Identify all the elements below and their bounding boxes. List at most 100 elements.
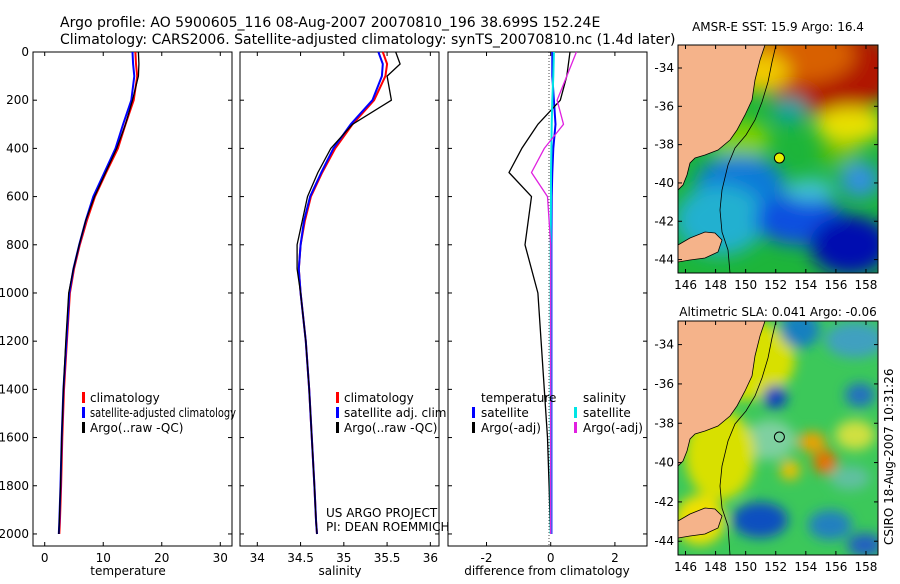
y-tick-label: 800: [6, 238, 29, 252]
legend-label-satellite: satellite-adjusted climatology: [90, 406, 236, 420]
y-tick-label: -38: [654, 416, 674, 430]
x-tick-label: 158: [855, 278, 878, 292]
legend-swatch-climatology: [82, 392, 85, 403]
x-tick-label: -2: [481, 551, 493, 565]
sst-float-marker: [773, 152, 785, 164]
sla-tasmania-mask: [678, 507, 723, 539]
difference-series: [508, 51, 578, 535]
y-tick-label: 1400: [0, 382, 29, 396]
y-tick-label: 1000: [0, 286, 29, 300]
x-tick-label: 2: [611, 551, 619, 565]
difference-xlabel: difference from climatology: [464, 564, 630, 578]
salinity-y-ticks: [240, 51, 439, 535]
x-tick-label: 10: [96, 551, 111, 565]
sst-map-panel: AMSR-E SST: 15.9 Argo: 16.4: [654, 20, 879, 292]
x-tick-label: 148: [704, 278, 727, 292]
legend-swatch-satellite: [82, 407, 85, 418]
x-tick-label: 156: [824, 278, 847, 292]
project-label: US ARGO PROJECT: [326, 506, 438, 520]
salinity-panel: 34 34.5 35 35.5 36 salinity climatology sate…: [239, 51, 450, 578]
difference-axes-frame: [447, 51, 648, 547]
difference-panel: -2 0 2 difference from climatology tempera…: [447, 51, 648, 578]
y-tick-label: -42: [654, 495, 674, 509]
legend-swatch-sal-argo: [574, 422, 577, 433]
sla-map-panel: Altimetric SLA: 0.041 Argo: -0.06: [654, 305, 879, 574]
y-tick-label: -38: [654, 138, 674, 152]
x-tick-label: 146: [674, 278, 697, 292]
x-tick-label: 34.5: [287, 551, 314, 565]
x-tick-label: 158: [855, 560, 878, 574]
pi-label: PI: DEAN ROEMMICH: [326, 520, 449, 534]
temperature-x-ticks: 0 10 20 30: [41, 52, 228, 565]
x-tick-label: 0: [547, 551, 555, 565]
y-tick-label: -40: [654, 176, 674, 190]
x-tick-label: 20: [154, 551, 169, 565]
legend-label-argo: Argo(..raw -QC): [90, 421, 183, 435]
legend-label-sal-satellite: satellite: [583, 406, 631, 420]
salinity-x-ticks: 34 34.5 35 35.5 36: [250, 52, 438, 565]
difference-x-ticks: -2 0 2: [481, 52, 619, 565]
y-tick-label: -34: [654, 338, 674, 352]
x-tick-label: 152: [764, 560, 787, 574]
y-tick-label: 2000: [0, 527, 29, 541]
y-tick-label: 200: [6, 93, 29, 107]
y-tick-label: -40: [654, 456, 674, 470]
sst-depth-contour: [719, 45, 777, 273]
x-tick-label: 35.5: [374, 551, 401, 565]
sst-field: [678, 45, 878, 273]
sst-map-y-ticks: -34 -36 -38 -40 -42 -44: [654, 61, 878, 267]
sst-map-title: AMSR-E SST: 15.9 Argo: 16.4: [692, 20, 864, 34]
y-tick-label: 1600: [0, 431, 29, 445]
legend-swatch-argo: [336, 422, 339, 433]
x-tick-label: 152: [764, 278, 787, 292]
y-tick-label: -34: [654, 61, 674, 75]
sst-land-mask: [678, 45, 766, 191]
temperature-y-ticks: 0 200 400 600 800 1000 1200 1400 1600 1800 2000: [0, 45, 232, 541]
x-tick-label: 148: [704, 560, 727, 574]
legend-label-sal-argo: Argo(-adj): [583, 421, 643, 435]
x-tick-label: 146: [674, 560, 697, 574]
y-tick-label: -36: [654, 99, 674, 113]
legend-swatch-sal-satellite: [574, 407, 577, 418]
x-tick-label: 34: [250, 551, 265, 565]
y-tick-label: 400: [6, 141, 29, 155]
sla-field: [678, 321, 878, 555]
temperature-xlabel: temperature: [90, 564, 165, 578]
header-line-2: Climatology: CARS2006. Satellite-adjuste…: [60, 32, 675, 48]
legend-title-temperature: temperature: [481, 391, 556, 405]
legend-label-climatology: climatology: [90, 391, 160, 405]
x-tick-label: 30: [213, 551, 228, 565]
legend-swatch-temp-argo: [472, 422, 475, 433]
salinity-legend: climatology satellite adj. clim. Argo(..…: [336, 391, 450, 435]
x-tick-label: 154: [794, 278, 817, 292]
sla-depth-contour: [719, 321, 777, 555]
legend-label-temp-satellite: satellite: [481, 406, 529, 420]
x-tick-label: 150: [734, 278, 757, 292]
legend-label-argo: Argo(..raw -QC): [344, 421, 437, 435]
x-tick-label: 36: [423, 551, 438, 565]
legend-label-temp-argo: Argo(-adj): [481, 421, 541, 435]
series-line-salinity-argo-adj: [530, 51, 578, 534]
temperature-panel: 0 200 400 600 800 1000 1200 1400 1600 1800 2000 0 1…: [0, 45, 236, 578]
salinity-xlabel: salinity: [318, 564, 361, 578]
legend-swatch-satellite: [336, 407, 339, 418]
timestamp-label: CSIRO 18-Aug-2007 10:31:26: [882, 369, 896, 545]
series-line-argo-raw-qc: [58, 51, 140, 535]
header-line-1: Argo profile: AO 5900605_116 08-Aug-2007…: [60, 15, 600, 31]
temperature-series: [57, 51, 140, 535]
y-tick-label: -42: [654, 214, 674, 228]
salinity-axes-frame: [239, 51, 440, 547]
x-tick-label: 0: [41, 551, 49, 565]
sst-map-x-ticks: 146 148 150 152 154 156 158: [674, 45, 877, 292]
x-tick-label: 156: [824, 560, 847, 574]
legend-title-salinity: salinity: [583, 391, 626, 405]
legend-swatch-temp-satellite: [472, 407, 475, 418]
difference-legend: temperature salinity satellite Argo(-adj…: [472, 391, 643, 435]
series-line-argo-raw-qc: [296, 51, 401, 535]
sla-map-x-ticks: 146 148 150 152 154 156 158: [674, 321, 877, 574]
x-tick-label: 154: [794, 560, 817, 574]
legend-swatch-argo: [82, 422, 85, 433]
y-tick-label: -44: [654, 534, 674, 548]
y-tick-label: 600: [6, 190, 29, 204]
